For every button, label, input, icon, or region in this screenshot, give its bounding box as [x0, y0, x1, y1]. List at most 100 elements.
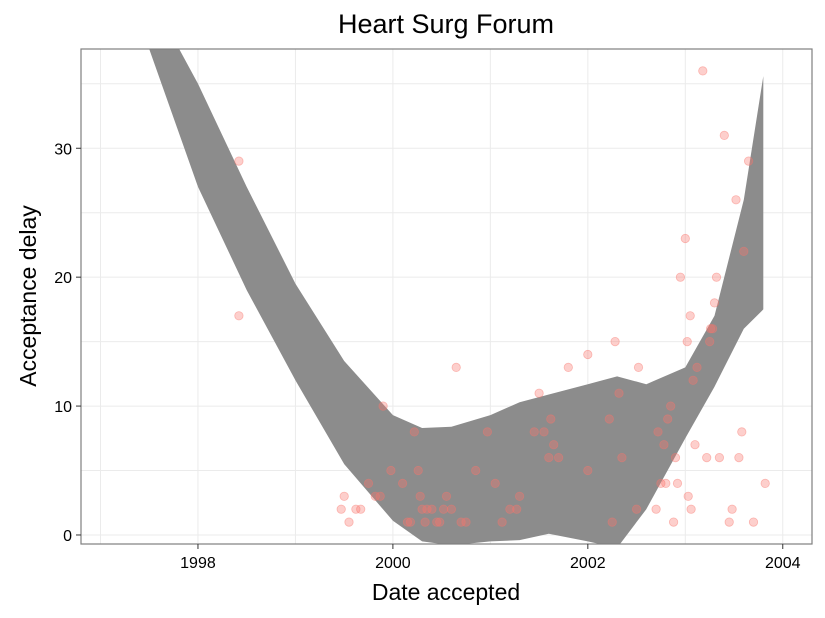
- data-point: [456, 517, 466, 527]
- y-tick-label: 0: [63, 528, 72, 545]
- data-point: [653, 427, 663, 437]
- data-point: [482, 427, 492, 437]
- data-point: [661, 478, 671, 488]
- data-point: [420, 517, 430, 527]
- data-point: [378, 401, 388, 411]
- data-point: [402, 517, 413, 527]
- y-tick-label: 30: [54, 141, 72, 158]
- data-point: [427, 504, 437, 514]
- data-point: [413, 465, 423, 476]
- data-point: [737, 427, 747, 437]
- data-point: [370, 491, 380, 501]
- data-point: [546, 414, 556, 424]
- data-point: [446, 504, 456, 514]
- data-point: [451, 362, 461, 372]
- data-point: [438, 504, 449, 514]
- confidence-ribbon: [149, 49, 764, 544]
- data-point: [415, 491, 425, 501]
- data-point: [397, 478, 408, 488]
- data-point: [497, 517, 507, 527]
- data-point: [651, 504, 661, 514]
- data-point: [680, 233, 690, 244]
- data-point: [417, 504, 427, 514]
- scatter-points: [234, 66, 770, 527]
- data-point: [743, 156, 754, 166]
- data-point: [739, 246, 749, 256]
- data-point: [607, 517, 617, 527]
- data-point: [668, 517, 679, 527]
- data-point: [682, 336, 692, 347]
- data-point: [375, 491, 385, 501]
- data-point: [409, 427, 419, 437]
- data-point: [339, 491, 349, 501]
- chart-title: Heart Surg Forum: [338, 9, 554, 39]
- data-point: [610, 336, 620, 347]
- data-point: [604, 414, 614, 424]
- data-point: [386, 465, 396, 476]
- data-point: [727, 504, 737, 514]
- data-point: [539, 427, 549, 437]
- data-point: [711, 272, 722, 282]
- y-axis-title: Acceptance delay: [15, 205, 41, 387]
- data-point: [692, 362, 702, 372]
- data-point: [675, 272, 686, 282]
- data-point: [698, 66, 708, 76]
- data-point: [583, 349, 593, 360]
- data-point: [709, 298, 720, 308]
- data-point: [688, 375, 698, 385]
- axis-ticks: 1998 2000 2002 2004 0 10 20 30: [54, 141, 800, 572]
- x-tick-label: 2002: [570, 555, 606, 572]
- data-point: [631, 504, 642, 514]
- data-point: [683, 491, 693, 501]
- data-point: [363, 478, 374, 488]
- data-point: [659, 440, 669, 450]
- data-point: [405, 517, 415, 527]
- data-point: [633, 362, 644, 372]
- data-point: [344, 517, 354, 527]
- data-point: [422, 504, 432, 514]
- data-point: [336, 504, 346, 514]
- data-point: [731, 195, 741, 205]
- data-point: [705, 336, 715, 347]
- data-point: [471, 465, 481, 476]
- data-point: [702, 452, 712, 463]
- data-point: [356, 504, 366, 514]
- y-tick-label: 10: [54, 399, 72, 416]
- panel-border: [80, 48, 813, 545]
- data-point: [724, 517, 734, 527]
- data-point: [614, 388, 624, 398]
- data-point: [553, 452, 564, 463]
- data-point: [441, 491, 452, 501]
- data-point: [583, 465, 593, 476]
- x-tick-label: 2004: [765, 555, 801, 572]
- x-tick-label: 1998: [180, 555, 216, 572]
- data-point: [544, 452, 554, 463]
- data-point: [529, 427, 539, 437]
- data-point: [549, 440, 559, 450]
- data-point: [670, 452, 681, 463]
- data-point: [512, 504, 522, 514]
- data-point: [617, 452, 627, 463]
- data-point: [685, 311, 695, 321]
- data-point: [534, 388, 544, 398]
- data-point: [234, 311, 244, 321]
- data-point: [435, 517, 445, 527]
- data-point: [672, 478, 683, 488]
- data-point: [656, 478, 666, 488]
- data-point: [666, 401, 676, 411]
- data-point: [663, 414, 673, 424]
- data-point: [432, 517, 442, 527]
- data-point: [760, 478, 770, 488]
- data-point: [490, 478, 500, 488]
- data-point: [714, 452, 725, 463]
- data-point: [351, 504, 361, 514]
- data-point: [707, 324, 718, 334]
- data-point: [748, 517, 759, 527]
- data-point: [234, 156, 244, 166]
- data-point: [461, 517, 471, 527]
- data-point: [505, 504, 515, 514]
- data-point: [734, 452, 744, 463]
- data-point: [690, 440, 700, 450]
- data-point: [514, 491, 525, 501]
- data-point: [563, 362, 573, 372]
